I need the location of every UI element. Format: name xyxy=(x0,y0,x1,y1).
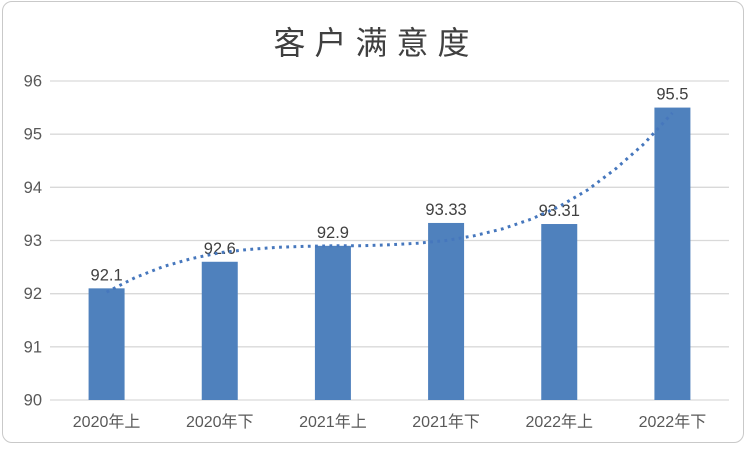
chart-frame xyxy=(2,1,744,443)
x-tick-label: 2021年下 xyxy=(412,413,480,431)
bar-value-label: 95.5 xyxy=(656,86,688,104)
x-tick-label: 2020年上 xyxy=(73,413,141,431)
bar-2022年上 xyxy=(541,224,578,400)
y-tick-label: 90 xyxy=(24,392,42,410)
x-tick-label: 2020年下 xyxy=(186,413,254,431)
bar-2022年下 xyxy=(654,107,691,400)
bar-2021年上 xyxy=(314,245,351,400)
trendline-dotted xyxy=(105,111,674,294)
y-tick-label: 95 xyxy=(24,126,42,144)
y-tick-label: 92 xyxy=(24,285,42,303)
bar-value-label: 92.9 xyxy=(317,224,349,242)
chart-title: 客户满意度 xyxy=(273,24,479,62)
bar-2020年上 xyxy=(88,288,125,400)
y-tick-label: 93 xyxy=(24,232,42,250)
y-tick-label: 94 xyxy=(24,179,42,197)
bar-value-label: 93.33 xyxy=(425,201,466,219)
x-tick-label: 2022年上 xyxy=(525,413,593,431)
bar-value-label: 93.31 xyxy=(539,202,580,220)
bar-value-label: 92.6 xyxy=(204,240,236,258)
bar-2020年下 xyxy=(201,261,238,400)
x-tick-label: 2022年下 xyxy=(639,413,707,431)
y-tick-label: 91 xyxy=(24,338,42,356)
y-tick-label: 96 xyxy=(24,73,42,91)
bar-2021年下 xyxy=(428,222,465,400)
bar-value-label: 92.1 xyxy=(91,266,123,284)
x-tick-label: 2021年上 xyxy=(299,413,367,431)
